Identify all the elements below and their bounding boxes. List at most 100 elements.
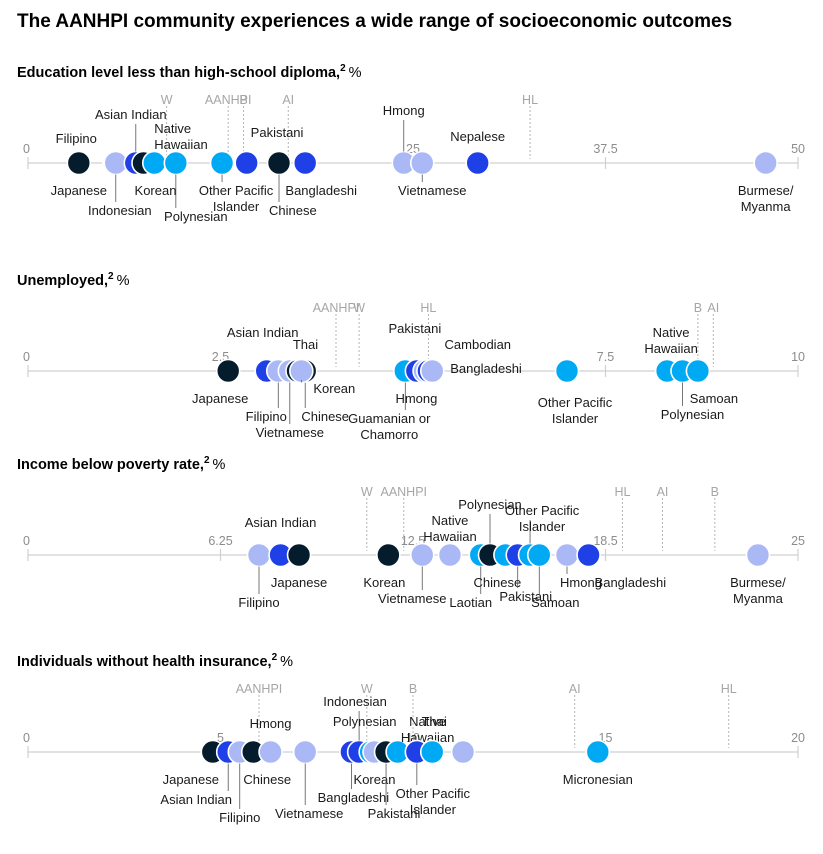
panel-title: Unemployed,2% <box>17 271 130 289</box>
data-point <box>266 150 292 176</box>
reference-label: AI <box>569 682 581 696</box>
reference-label: W <box>353 301 365 315</box>
point-label: Polynesian <box>164 209 228 224</box>
data-point <box>409 542 435 568</box>
data-point <box>554 542 580 568</box>
point-label: Japanese <box>192 391 248 406</box>
data-point <box>234 150 259 176</box>
point-label: Hmong <box>383 103 425 118</box>
point-label: Filipino <box>56 131 97 146</box>
reference-label: AANHPI <box>313 301 360 315</box>
point-label: Burmese/Myanma <box>730 575 786 606</box>
data-point <box>526 542 552 568</box>
tick-label: 25 <box>791 534 805 548</box>
point-label: Filipino <box>246 409 287 424</box>
data-point <box>409 150 435 176</box>
panel-title: Education level less than high-school di… <box>17 63 362 81</box>
reference-label: W <box>161 93 173 107</box>
data-point <box>465 150 490 176</box>
data-point <box>376 542 401 568</box>
point-label: Asian Indian <box>227 325 299 340</box>
reference-label: AI <box>657 485 669 499</box>
reference-label: B <box>239 93 247 107</box>
tick-label: 0 <box>23 731 30 745</box>
tick-label: 6.25 <box>208 534 232 548</box>
data-point <box>141 150 167 176</box>
point-label: Thai <box>422 714 447 729</box>
point-label: Samoan <box>690 391 738 406</box>
reference-label: AI <box>707 301 719 315</box>
reference-label: AI <box>282 93 294 107</box>
point-label: Bangladeshi <box>318 790 390 805</box>
reference-label: AANHPI <box>205 93 252 107</box>
point-label: Indonesian <box>88 203 152 218</box>
point-label: Bangladeshi <box>595 575 667 590</box>
reference-label: HL <box>420 301 436 315</box>
point-label: Chinese <box>243 772 291 787</box>
panel-1: Education level less than high-school di… <box>17 63 805 224</box>
point-label: Micronesian <box>563 772 633 787</box>
data-point <box>289 358 314 384</box>
point-label: Chinese <box>269 203 317 218</box>
reference-label: B <box>409 682 417 696</box>
point-label: Japanese <box>51 183 107 198</box>
reference-label: W <box>361 682 373 696</box>
tick-label: 5 <box>217 731 224 745</box>
data-point <box>753 150 778 176</box>
point-label: Vietnamese <box>378 591 446 606</box>
point-label: Chinese <box>474 575 522 590</box>
data-point <box>163 150 189 176</box>
point-label: Hmong <box>250 716 292 731</box>
tick-label: 20 <box>791 731 805 745</box>
point-label: Pakistani <box>388 321 441 336</box>
reference-label: HL <box>721 682 737 696</box>
point-label: Thai <box>293 337 318 352</box>
reference-label: AANHPI <box>236 682 283 696</box>
data-point <box>66 150 92 176</box>
point-label: Bangladeshi <box>285 183 357 198</box>
data-point <box>554 358 580 384</box>
data-point <box>685 358 711 384</box>
point-label: Korean <box>363 575 405 590</box>
point-label: Filipino <box>219 810 260 825</box>
data-point <box>209 150 235 176</box>
point-label: Pakistani <box>251 125 304 140</box>
point-label: Vietnamese <box>398 183 466 198</box>
panel-title: Individuals without health insurance,2% <box>17 652 293 670</box>
point-label: Laotian <box>449 595 492 610</box>
point-label: Korean <box>354 772 396 787</box>
data-point <box>258 739 283 765</box>
point-label: Hmong <box>395 391 437 406</box>
point-label: Japanese <box>163 772 219 787</box>
point-label: Native Hawaiian <box>423 513 476 544</box>
data-point <box>246 542 272 568</box>
point-label: Nepalese <box>450 129 505 144</box>
point-label: Asian Indian <box>95 107 167 122</box>
data-point <box>292 739 318 765</box>
data-point <box>576 542 601 568</box>
reference-label: W <box>361 485 373 499</box>
point-label: Other Pacific Islander <box>538 395 613 426</box>
point-label: Burmese/Myanma <box>738 183 794 214</box>
point-label: Native Hawaiian <box>154 121 207 152</box>
point-label: Indonesian <box>323 694 387 709</box>
data-point <box>286 542 312 568</box>
tick-label: 0 <box>23 534 30 548</box>
point-label: Samoan <box>531 595 579 610</box>
point-label: Chinese <box>301 409 349 424</box>
tick-label: 0 <box>23 350 30 364</box>
point-label: Asian Indian <box>245 515 317 530</box>
point-label: Korean <box>135 183 177 198</box>
reference-label: B <box>694 301 702 315</box>
tick-label: 7.5 <box>597 350 614 364</box>
data-point <box>419 739 445 765</box>
point-label: Other Pacific Islander <box>199 183 274 214</box>
tick-label: 50 <box>791 142 805 156</box>
point-label: Japanese <box>271 575 327 590</box>
point-label: Filipino <box>238 595 279 610</box>
data-point <box>437 542 463 568</box>
reference-label: AANHPI <box>380 485 427 499</box>
tick-label: 37.5 <box>593 142 617 156</box>
point-label: Other Pacific Islander <box>396 786 471 817</box>
